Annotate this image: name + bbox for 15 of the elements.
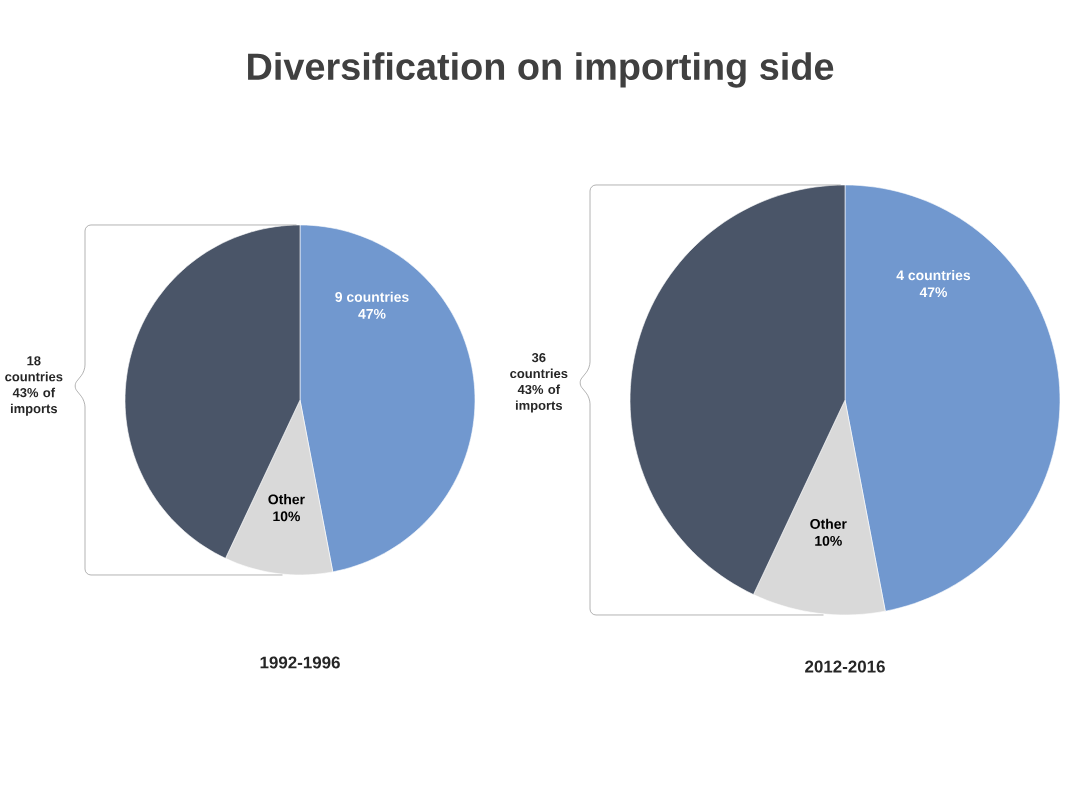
data-label: 43% of imports (10, 387, 58, 416)
text: 1992-1996 (260, 656, 340, 669)
data-label: 43% of imports (515, 384, 563, 413)
slice-label: 18 countries (5, 356, 63, 382)
slice-label: Other (810, 518, 847, 529)
data-label: 47% (919, 287, 948, 298)
slice-label: 4 countries (896, 269, 971, 281)
slice-label: Other (268, 494, 305, 505)
text: 2012-2016 (805, 660, 885, 673)
data-label: 10% (273, 511, 300, 522)
data-label: 10% (815, 535, 842, 546)
slice-label: 36 countries (510, 353, 568, 379)
data-label: 47% (358, 308, 386, 319)
chart-title: Diversification on importing side (248, 52, 834, 88)
slice-label: 9 countries (335, 291, 409, 302)
